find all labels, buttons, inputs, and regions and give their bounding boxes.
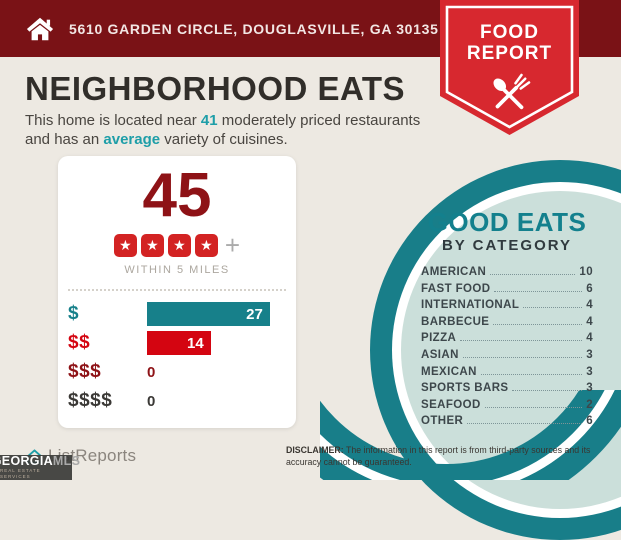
price-bar: 0 [147, 363, 156, 381]
category-label: INTERNATIONAL [421, 299, 520, 312]
star-icon: ★ [113, 233, 137, 257]
price-bar: 0 [147, 392, 156, 410]
price-row: $$$ 0 [68, 360, 286, 384]
georgia-mls-logo: GEORGIAMLS REAL ESTATE SERVICES [0, 454, 80, 480]
variety-accent: average [103, 131, 161, 148]
by-category-subtitle: BY CATEGORY [441, 237, 573, 254]
star-icon: ★ [140, 233, 164, 257]
category-value: 10 [579, 266, 593, 278]
mls-tagline: REAL ESTATE SERVICES [0, 468, 41, 479]
intro-subtitle: This home is located near 41 moderately … [25, 112, 421, 148]
category-label: SPORTS BARS [421, 382, 509, 395]
price-bar: 27 [147, 302, 270, 326]
category-label: SEAFOOD [421, 398, 481, 411]
category-row: BARBECUE 4 [421, 316, 593, 328]
category-value: 4 [586, 332, 593, 345]
category-value: 4 [586, 315, 593, 328]
category-row: PIZZA 4 [421, 332, 593, 344]
category-row: SEAFOOD 2 [421, 399, 593, 411]
category-row: SPORTS BARS 3 [421, 382, 593, 394]
category-row: FAST FOOD 6 [421, 283, 593, 295]
category-value: 3 [586, 365, 593, 378]
category-row: MEXICAN 3 [421, 366, 593, 378]
category-value: 3 [586, 348, 593, 361]
category-label: MEXICAN [421, 365, 477, 378]
star-icon: ★ [194, 233, 218, 257]
disclaimer-label: DISCLAIMER: [286, 445, 344, 455]
price-level-chart: $ 27 $$ 14 $$$ 0 $$$$ 0 [58, 302, 296, 413]
ribbon-shape [440, 0, 579, 135]
dotted-leader [462, 356, 583, 358]
category-label: OTHER [421, 415, 464, 428]
page-title: NEIGHBORHOOD EATS [25, 70, 406, 107]
total-restaurants: 45 [142, 161, 212, 230]
good-eats-title: GOOD EATS [427, 207, 587, 237]
radius-label: WITHIN 5 MILES [124, 264, 230, 276]
category-label: AMERICAN [421, 266, 487, 278]
price-row: $$$$ 0 [68, 389, 286, 413]
summary-card: 45 ★ ★ ★ ★ + WITHIN 5 MILES $ 27 $$ 14 $… [58, 156, 296, 428]
star-rating: ★ ★ ★ ★ + [58, 232, 296, 258]
category-value: 2 [586, 398, 593, 411]
dotted-leader [523, 307, 583, 309]
dotted-leader [480, 373, 583, 375]
dotted-leader [490, 274, 576, 275]
price-bar: 14 [147, 331, 211, 355]
category-value: 3 [586, 382, 593, 395]
mls-name-part1: GEORGIA [0, 454, 53, 468]
category-label: PIZZA [421, 332, 457, 345]
star-icon: ★ [167, 233, 191, 257]
price-row: $ 27 [68, 302, 286, 326]
category-value: 4 [586, 299, 593, 312]
plus-icon: + [224, 230, 241, 260]
dotted-leader [493, 323, 583, 325]
dotted-leader [467, 423, 583, 425]
dotted-leader [494, 290, 583, 292]
price-label: $$ [68, 332, 91, 353]
ribbon-title: FOOD REPORT [466, 22, 553, 64]
category-value: 6 [586, 415, 593, 428]
corner-swoosh-decoration [320, 390, 621, 480]
category-row: ASIAN 3 [421, 349, 593, 361]
price-row: $$ 14 [68, 331, 286, 355]
food-report-ribbon: FOOD REPORT [440, 0, 579, 140]
category-value: 6 [586, 282, 593, 295]
category-label: BARBECUE [421, 315, 490, 328]
disclaimer: DISCLAIMER: The information in this repo… [286, 445, 591, 467]
restaurant-count: 41 [200, 112, 218, 129]
category-list: AMERICAN 10 FAST FOOD 6 INTERNATIONAL 4 BAR… [421, 266, 593, 432]
dotted-leader [460, 340, 583, 342]
category-row: AMERICAN 10 [421, 266, 593, 278]
fork-spoon-icon [493, 73, 531, 110]
price-label: $$$$ [68, 390, 113, 411]
mls-name-part2: MLS [52, 454, 81, 468]
price-label: $$$ [68, 361, 102, 382]
category-row: OTHER 6 [421, 415, 593, 427]
dotted-divider [68, 289, 286, 291]
dotted-leader [484, 406, 583, 408]
property-address: 5610 GARDEN CIRCLE, DOUGLASVILLE, GA 301… [69, 20, 439, 37]
category-row: INTERNATIONAL 4 [421, 299, 593, 311]
price-label: $ [68, 303, 80, 324]
category-label: FAST FOOD [421, 282, 491, 295]
category-label: ASIAN [421, 348, 459, 361]
dotted-leader [512, 390, 583, 392]
home-icon [26, 17, 54, 40]
